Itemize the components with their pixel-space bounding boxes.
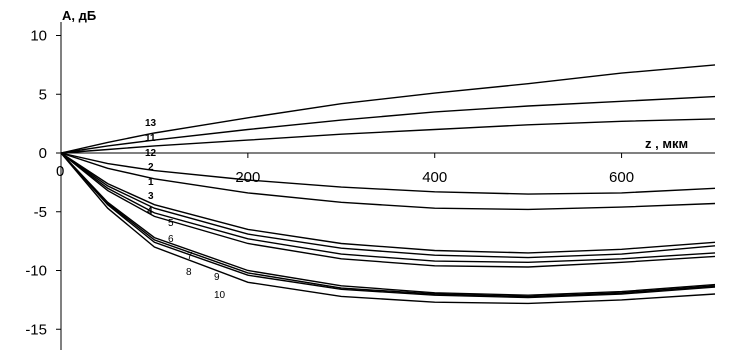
series-label-1: 1 — [148, 177, 154, 188]
series-label-6: 6 — [168, 234, 174, 245]
series-label-7: 7 — [187, 251, 193, 262]
series-label-8: 8 — [186, 267, 192, 278]
series-label-5: 5 — [168, 218, 174, 229]
series-line-1 — [60, 152, 716, 211]
series-line-3 — [60, 152, 716, 254]
x-axis-label: z , мкм — [645, 136, 688, 151]
series-label-10: 10 — [214, 290, 226, 301]
series-line-13 — [60, 64, 716, 154]
series-line-9 — [60, 152, 716, 299]
x-tick-label: 600 — [609, 169, 634, 186]
series-label-4: 4 — [147, 206, 153, 217]
x-tick-label: 200 — [235, 169, 260, 186]
series-label-11: 11 — [145, 133, 156, 144]
y-tick-label: 5 — [39, 86, 47, 103]
series-line-7 — [60, 152, 716, 296]
y-ticks: 10 5 0 -5 -10 -15 — [25, 28, 61, 338]
series-label-12: 12 — [145, 148, 157, 159]
x-tick-label: 400 — [422, 169, 447, 186]
series-label-3: 3 — [148, 191, 154, 202]
y-tick-label: 10 — [30, 28, 47, 45]
series-lines — [60, 64, 716, 305]
series-label-13: 13 — [145, 118, 157, 129]
series-line-10 — [60, 152, 716, 305]
y-tick-label: -5 — [34, 204, 47, 221]
series-line-5 — [60, 152, 716, 264]
series-line-2 — [60, 152, 716, 195]
series-line-11 — [60, 95, 716, 154]
y-tick-label: -10 — [25, 263, 47, 280]
x-ticks: 200 400 600 — [235, 153, 634, 186]
y-tick-label: 0 — [39, 145, 47, 162]
series-line-4 — [60, 152, 716, 259]
series-label-9: 9 — [214, 272, 220, 283]
series-line-8 — [60, 152, 716, 298]
series-line-12 — [60, 118, 716, 154]
series-label-2: 2 — [148, 162, 154, 173]
origin-label: 0 — [56, 163, 64, 180]
y-tick-label: -15 — [25, 321, 47, 338]
series-line-6 — [60, 152, 716, 268]
y-axis-label: А, дБ — [62, 8, 96, 23]
